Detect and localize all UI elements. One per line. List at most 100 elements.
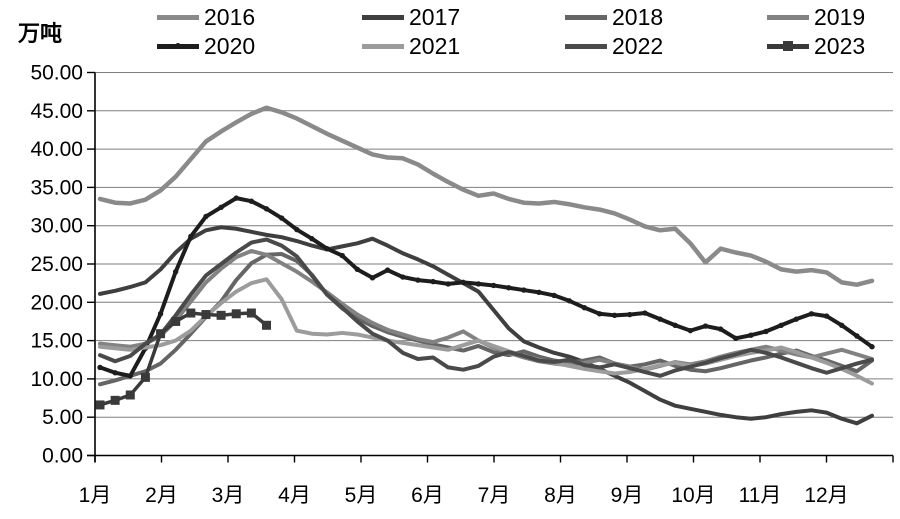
dot-marker — [551, 292, 557, 299]
legend-item-2018: 2018 — [565, 4, 663, 30]
dot-marker — [339, 252, 345, 259]
dot-marker — [748, 332, 754, 338]
axes: 0.00 5.00 10.00 15.00 20.00 25.00 30.00 35.00 40… — [30, 62, 894, 507]
square-marker — [140, 372, 150, 382]
y-axis-tick-label: 35.00 — [30, 176, 83, 199]
dot-marker — [400, 274, 406, 280]
dot-marker — [112, 370, 118, 376]
dot-marker — [278, 215, 285, 221]
y-axis-tick-label: 45.00 — [30, 100, 83, 123]
dot-marker — [384, 267, 391, 273]
square-marker — [110, 395, 120, 405]
legend-line-swatch — [362, 14, 404, 20]
dot-marker — [672, 322, 678, 328]
square-marker — [125, 390, 135, 400]
dot-marker — [248, 198, 255, 204]
dot-marker — [263, 206, 270, 212]
legend-label: 2022 — [612, 32, 664, 59]
legend-line-swatch — [362, 43, 404, 49]
legend-item-2016: 2016 — [157, 4, 255, 30]
dot-marker — [839, 322, 845, 328]
series-2017 — [98, 225, 874, 426]
dot-marker — [702, 323, 709, 329]
square-marker — [216, 310, 226, 320]
y-axis-tick-label: 40.00 — [30, 138, 83, 161]
legend-item-2021: 2021 — [362, 33, 460, 59]
dot-marker — [657, 316, 663, 322]
dot-marker — [127, 373, 133, 379]
series-2023 — [95, 308, 272, 410]
dot-marker — [763, 328, 769, 335]
square-marker-icon — [783, 41, 793, 51]
square-marker — [186, 308, 196, 318]
dot-marker — [445, 281, 451, 287]
y-axis-unit-label: 万吨 — [18, 21, 63, 46]
dot-marker — [369, 275, 376, 281]
dot-marker — [172, 268, 179, 275]
dot-marker — [627, 311, 633, 318]
series-2020 — [97, 195, 875, 379]
dot-marker — [521, 287, 527, 293]
x-axis-month-label: 11月 — [739, 484, 782, 507]
dot-marker — [869, 344, 875, 350]
legend-label: 2020 — [204, 32, 256, 59]
legend-item-2020: 2020 — [157, 33, 255, 59]
dot-marker — [642, 310, 648, 316]
legend-label: 2019 — [814, 3, 866, 30]
square-marker — [231, 309, 241, 319]
dot-marker — [324, 245, 330, 252]
dot-marker — [97, 364, 103, 371]
dot-marker — [733, 335, 739, 342]
dot-marker — [778, 322, 784, 328]
dot-marker — [203, 213, 209, 220]
dot-marker — [157, 311, 164, 317]
x-axis-month-label: 9月 — [611, 484, 644, 507]
dot-marker — [596, 311, 603, 317]
dot-marker — [309, 236, 315, 242]
dot-marker — [581, 304, 588, 311]
dot-marker — [460, 279, 466, 286]
dot-marker — [430, 278, 436, 285]
x-axis-month-label: 7月 — [478, 484, 511, 507]
square-marker — [171, 316, 181, 326]
dot-marker — [854, 333, 860, 339]
legend-line-swatch — [157, 43, 199, 49]
dot-marker — [218, 204, 224, 211]
dot-marker — [808, 311, 815, 317]
x-axis-month-label: 5月 — [345, 484, 378, 507]
dot-marker — [294, 226, 300, 233]
x-axis-month-label: 1月 — [79, 484, 112, 507]
y-axis-tick-label: 15.00 — [30, 330, 83, 353]
x-axis-month-label: 12月 — [804, 484, 848, 507]
dot-marker — [188, 233, 194, 240]
legend-item-2017: 2017 — [362, 4, 460, 30]
square-marker — [246, 308, 256, 318]
gridlines — [95, 72, 893, 418]
dot-marker — [415, 277, 421, 283]
dot-marker — [354, 266, 361, 273]
square-marker — [95, 400, 105, 410]
dot-marker — [566, 298, 572, 304]
legend-label: 2016 — [204, 3, 256, 30]
series-2018 — [98, 252, 874, 387]
dot-marker — [687, 327, 694, 334]
legend: 2016 2017 2018 2019 2020 2021 2022 2023 — [0, 0, 900, 64]
dot-marker — [823, 313, 830, 319]
x-axis-month-label: 4月 — [278, 484, 311, 507]
square-marker — [201, 310, 211, 320]
dot-marker — [490, 282, 497, 289]
y-axis-tick-label: 5.00 — [42, 406, 83, 429]
legend-label: 2021 — [409, 32, 461, 59]
legend-label: 2018 — [612, 3, 664, 30]
x-axis-month-label: 3月 — [212, 484, 245, 507]
legend-line-swatch — [767, 41, 809, 51]
legend-line-swatch — [565, 43, 607, 49]
legend-label: 2017 — [409, 3, 461, 30]
legend-item-2022: 2022 — [565, 33, 663, 59]
x-axis-month-label: 10月 — [671, 484, 715, 507]
dot-marker — [717, 326, 724, 332]
y-axis-tick-label: 25.00 — [30, 253, 83, 276]
legend-label: 2023 — [814, 32, 866, 59]
